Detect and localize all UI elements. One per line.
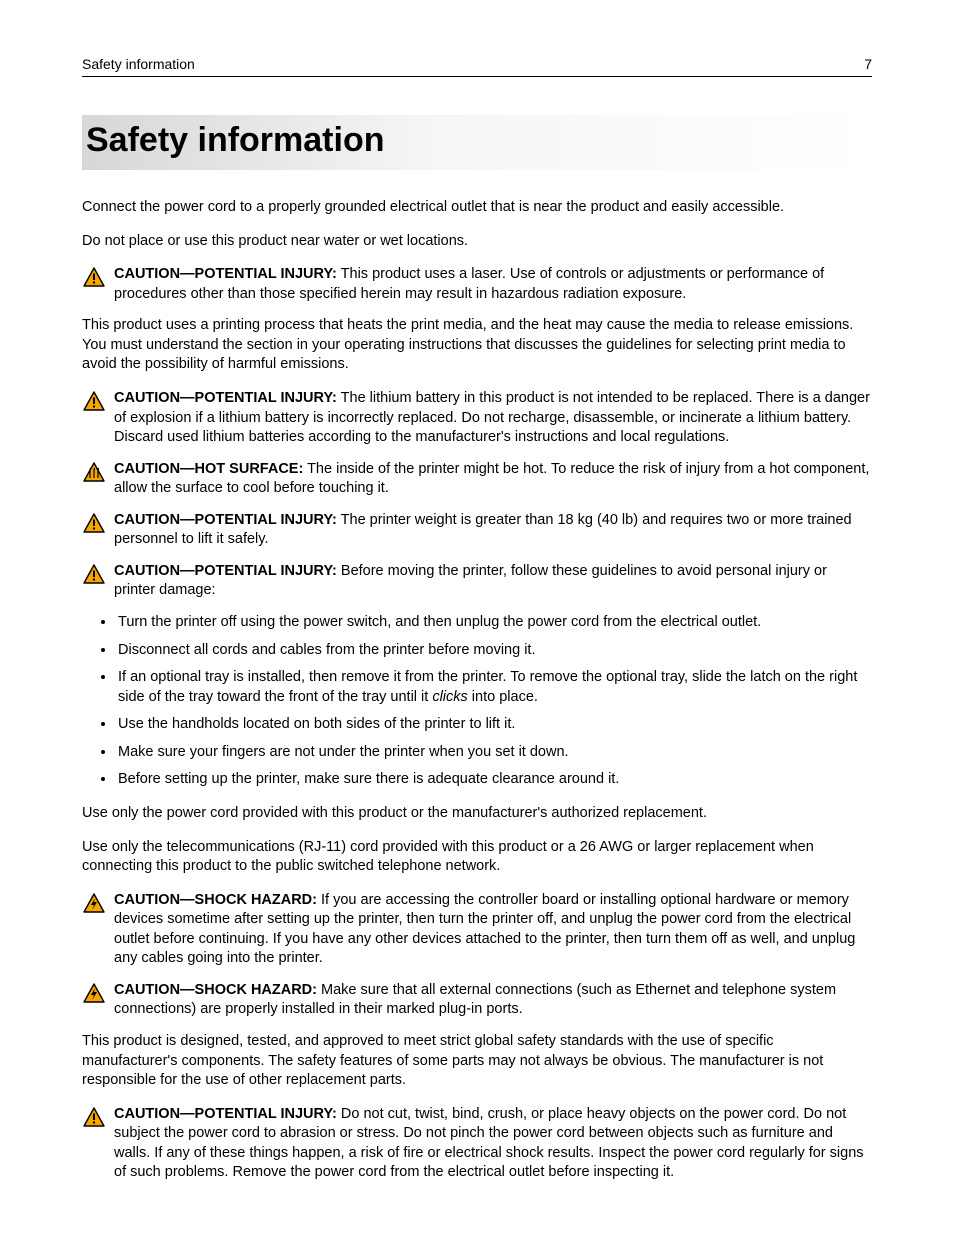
list-item: Turn the printer off using the power swi… [116,613,872,633]
caution-text: CAUTION—SHOCK HAZARD: If you are accessi… [114,891,872,969]
list-item: If an optional tray is installed, then r… [116,668,872,707]
caution-label: CAUTION—SHOCK HAZARD: [114,982,317,998]
caution-label: CAUTION—POTENTIAL INJURY: [114,563,337,579]
caution-block: CAUTION—SHOCK HAZARD: Make sure that all… [82,981,872,1020]
caution-label: CAUTION—POTENTIAL INJURY: [114,1106,337,1122]
list-item: Before setting up the printer, make sure… [116,770,872,790]
list-item: Make sure your fingers are not under the… [116,743,872,763]
list-item: Use the handholds located on both sides … [116,715,872,735]
paragraph: Connect the power cord to a properly gro… [82,198,872,218]
shock-hazard-icon [82,892,106,914]
caution-block: CAUTION—SHOCK HAZARD: If you are accessi… [82,891,872,969]
paragraph: This product uses a printing process tha… [82,316,872,375]
hot-surface-icon [82,461,106,483]
warning-icon [82,1106,106,1128]
document-page: Safety information 7 Safety information … [0,0,954,1255]
running-head: Safety information 7 [82,56,872,77]
caution-block: CAUTION—POTENTIAL INJURY: Before moving … [82,562,872,601]
header-left: Safety information [82,56,195,72]
caution-label: CAUTION—POTENTIAL INJURY: [114,512,337,528]
warning-icon [82,563,106,585]
caution-text: CAUTION—POTENTIAL INJURY: The printer we… [114,511,872,550]
shock-hazard-icon [82,982,106,1004]
bullet-list: Turn the printer off using the power swi… [82,613,872,790]
caution-label: CAUTION—POTENTIAL INJURY: [114,266,337,282]
caution-block: CAUTION—POTENTIAL INJURY: This product u… [82,265,872,304]
warning-icon [82,266,106,288]
caution-text: CAUTION—POTENTIAL INJURY: Do not cut, tw… [114,1105,872,1183]
caution-block: CAUTION—POTENTIAL INJURY: Do not cut, tw… [82,1105,872,1183]
caution-label: CAUTION—POTENTIAL INJURY: [114,390,337,406]
caution-text: CAUTION—POTENTIAL INJURY: This product u… [114,265,872,304]
paragraph: Use only the power cord provided with th… [82,804,872,824]
paragraph: Use only the telecommunications (RJ-11) … [82,838,872,877]
caution-block: CAUTION—POTENTIAL INJURY: The lithium ba… [82,389,872,448]
caution-text: CAUTION—SHOCK HAZARD: Make sure that all… [114,981,872,1020]
paragraph: This product is designed, tested, and ap… [82,1032,872,1091]
caution-label: CAUTION—SHOCK HAZARD: [114,892,317,908]
caution-text: CAUTION—HOT SURFACE: The inside of the p… [114,460,872,499]
header-page-number: 7 [864,56,872,72]
caution-text: CAUTION—POTENTIAL INJURY: The lithium ba… [114,389,872,448]
list-item: Disconnect all cords and cables from the… [116,641,872,661]
warning-icon [82,512,106,534]
caution-block: CAUTION—POTENTIAL INJURY: The printer we… [82,511,872,550]
caution-text: CAUTION—POTENTIAL INJURY: Before moving … [114,562,872,601]
caution-label: CAUTION—HOT SURFACE: [114,461,303,477]
list-item-text: into place. [468,689,538,705]
warning-icon [82,390,106,412]
caution-block: CAUTION—HOT SURFACE: The inside of the p… [82,460,872,499]
list-item-italic: clicks [432,689,467,705]
page-title: Safety information [82,115,872,170]
paragraph: Do not place or use this product near wa… [82,232,872,252]
